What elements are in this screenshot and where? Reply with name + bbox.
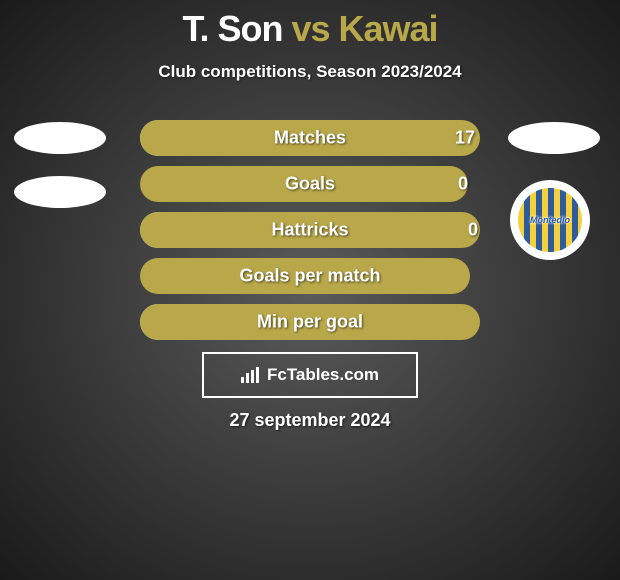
stat-label: Goals per match (239, 266, 380, 287)
comparison-title: T. Son vs Kawai (0, 0, 620, 50)
stat-row: Hattricks 0 (0, 212, 620, 248)
chart-icon (241, 367, 261, 383)
stat-label: Matches (274, 128, 346, 149)
source-attribution: FcTables.com (202, 352, 418, 398)
subtitle: Club competitions, Season 2023/2024 (0, 62, 620, 82)
snapshot-date: 27 september 2024 (229, 410, 390, 431)
stat-label: Min per goal (257, 312, 363, 333)
player1-name: T. Son (182, 8, 282, 49)
stat-row: Goals 0 (0, 166, 620, 202)
stat-row: Matches 17 (0, 120, 620, 156)
stat-row: Goals per match (0, 258, 620, 294)
stat-label: Goals (285, 174, 335, 195)
stat-label: Hattricks (271, 220, 348, 241)
player2-name: Kawai (339, 8, 438, 49)
source-brand: FcTables.com (267, 365, 379, 385)
stat-value-player2: 0 (458, 174, 468, 195)
vs-separator: vs (291, 8, 329, 49)
stat-row: Min per goal (0, 304, 620, 340)
stat-value-player2: 17 (455, 128, 475, 149)
stats-container: Matches 17 Goals 0 Hattricks 0 Goals per match… (0, 120, 620, 350)
stat-value-player2: 0 (468, 220, 478, 241)
